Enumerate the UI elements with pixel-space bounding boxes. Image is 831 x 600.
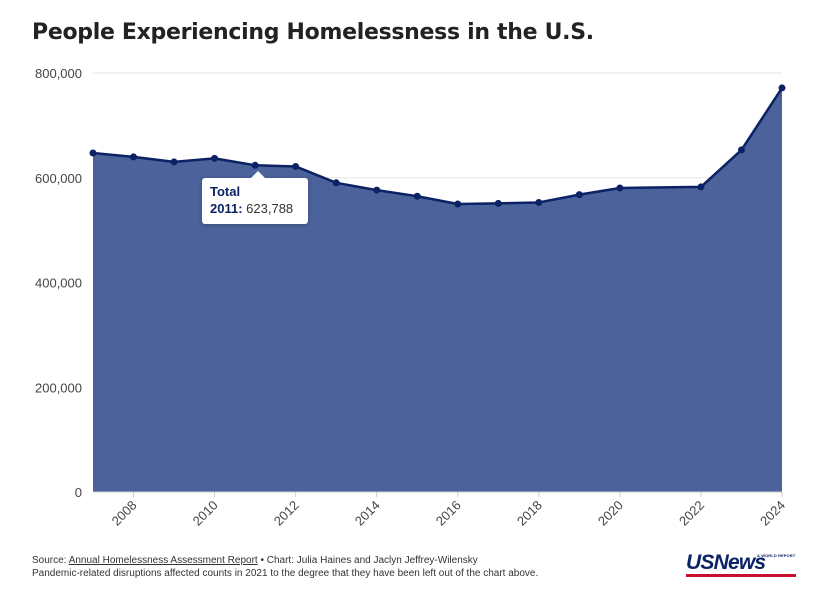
x-tick-label: 2014 (352, 498, 383, 529)
area-layer (92, 87, 784, 492)
data-point (494, 199, 502, 207)
data-point (778, 84, 786, 92)
tooltip-value: 623,788 (246, 201, 294, 216)
y-axis-ticks: 0 200,000 400,000 600,000 800,000 (35, 66, 82, 500)
credit: • Chart: Julia Haines and Jaclyn Jeffrey… (257, 555, 478, 566)
x-tick-label: 2016 (433, 498, 464, 529)
x-tick-label: 2020 (595, 498, 626, 529)
data-point (737, 146, 745, 154)
data-point (130, 153, 138, 161)
footer-note: Pandemic-related disruptions affected co… (32, 568, 539, 579)
tooltip-series: Total (210, 184, 241, 199)
y-tick-label: 400,000 (35, 276, 82, 291)
points-layer (89, 84, 786, 208)
data-point (332, 179, 340, 187)
area-fill (93, 87, 782, 492)
x-tick-label: 2012 (271, 498, 302, 529)
source-link[interactable]: Annual Homelessness Assessment Report (68, 555, 258, 566)
data-point (211, 154, 219, 162)
data-point (170, 158, 178, 166)
logo-small-text: & WORLD REPORT (757, 553, 796, 558)
footer: Source: Annual Homelessness Assessment R… (32, 554, 538, 580)
data-point (697, 183, 705, 191)
tooltip-year: 2011: (210, 201, 243, 216)
tooltip: Total 2011: 623,788 (202, 171, 308, 224)
data-point (292, 162, 300, 170)
data-point (373, 186, 381, 194)
x-tick-label: 2022 (676, 498, 707, 529)
source-prefix: Source: (32, 555, 69, 566)
chart-title: People Experiencing Homelessness in the … (32, 20, 594, 45)
logo-bar (686, 574, 796, 577)
usnews-logo[interactable]: USNews & WORLD REPORT (686, 552, 796, 580)
logo-text: USNews (686, 551, 766, 574)
x-tick-label: 2024 (757, 498, 788, 529)
data-point (535, 198, 543, 206)
x-axis-ticks: 2008 2010 2012 2014 2016 2018 2020 2022 2024 (93, 491, 788, 529)
data-point (454, 200, 462, 208)
x-tick-label: 2010 (190, 498, 221, 529)
data-point (89, 149, 97, 157)
y-tick-label: 600,000 (35, 171, 82, 186)
x-tick-label: 2008 (109, 498, 140, 529)
data-point (413, 192, 421, 200)
data-point (575, 191, 583, 199)
y-tick-label: 200,000 (35, 380, 82, 395)
x-tick-label: 2018 (514, 498, 545, 529)
data-point (616, 184, 624, 192)
y-tick-label: 800,000 (35, 66, 82, 81)
data-point (251, 161, 259, 169)
y-tick-label: 0 (75, 485, 82, 500)
